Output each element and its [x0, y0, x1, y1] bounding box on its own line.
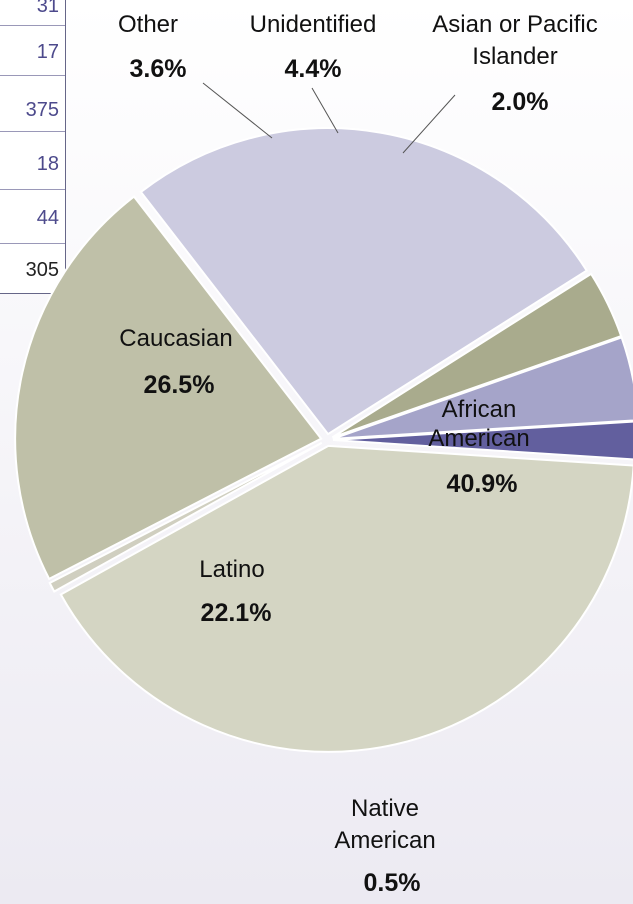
- table-divider: [0, 75, 65, 76]
- pie-slice-african-american: [59, 444, 633, 753]
- label-pct-caucasian: 26.5%: [144, 371, 215, 399]
- table-cell-total: 305: [25, 259, 59, 281]
- leader-line-other: [202, 82, 273, 139]
- leader-line-asian: [402, 94, 456, 154]
- pie-slice-caucasian: [139, 127, 589, 436]
- label-name-african-line2: American: [428, 425, 529, 452]
- table-fragment: 31 17 375 18 44 305: [0, 0, 66, 294]
- pie-slice-asian-or-pacific-islander: [332, 420, 633, 461]
- table-divider: [0, 25, 65, 26]
- table-divider: [0, 131, 65, 132]
- table-cell: 44: [36, 207, 59, 229]
- label-name-asian-line2: Islander: [472, 43, 557, 70]
- label-name-other: Other: [118, 11, 178, 38]
- label-pct-african: 40.9%: [447, 470, 518, 498]
- label-name-caucasian: Caucasian: [119, 325, 232, 352]
- label-name-native-line1: Native: [351, 795, 419, 822]
- label-name-latino: Latino: [199, 556, 264, 583]
- table-cell: 31: [36, 0, 59, 17]
- table-cell: 375: [25, 99, 59, 121]
- table-cell: 17: [36, 41, 59, 63]
- table-cell: 18: [36, 153, 59, 175]
- label-pct-native: 0.5%: [364, 869, 421, 897]
- pie-slice-other: [331, 272, 623, 439]
- label-name-native-line2: American: [334, 827, 435, 854]
- label-name-unidentified: Unidentified: [250, 11, 377, 38]
- label-pct-asian: 2.0%: [492, 88, 549, 116]
- label-pct-latino: 22.1%: [201, 599, 272, 627]
- label-pct-other: 3.6%: [130, 55, 187, 83]
- pie-slice-native-american: [48, 441, 323, 593]
- label-name-african-line1: African: [442, 396, 517, 423]
- labels-layer: Other 3.6% Unidentified 4.4% Asian or Pa…: [118, 11, 598, 897]
- table-divider: [0, 189, 65, 190]
- table-divider: [0, 243, 65, 244]
- pie-slice-latino: [14, 195, 323, 581]
- label-name-asian-line1: Asian or Pacific: [432, 11, 597, 38]
- slices-layer: [14, 127, 633, 753]
- label-pct-unidentified: 4.4%: [285, 55, 342, 83]
- leader-line-unidentified: [311, 87, 339, 134]
